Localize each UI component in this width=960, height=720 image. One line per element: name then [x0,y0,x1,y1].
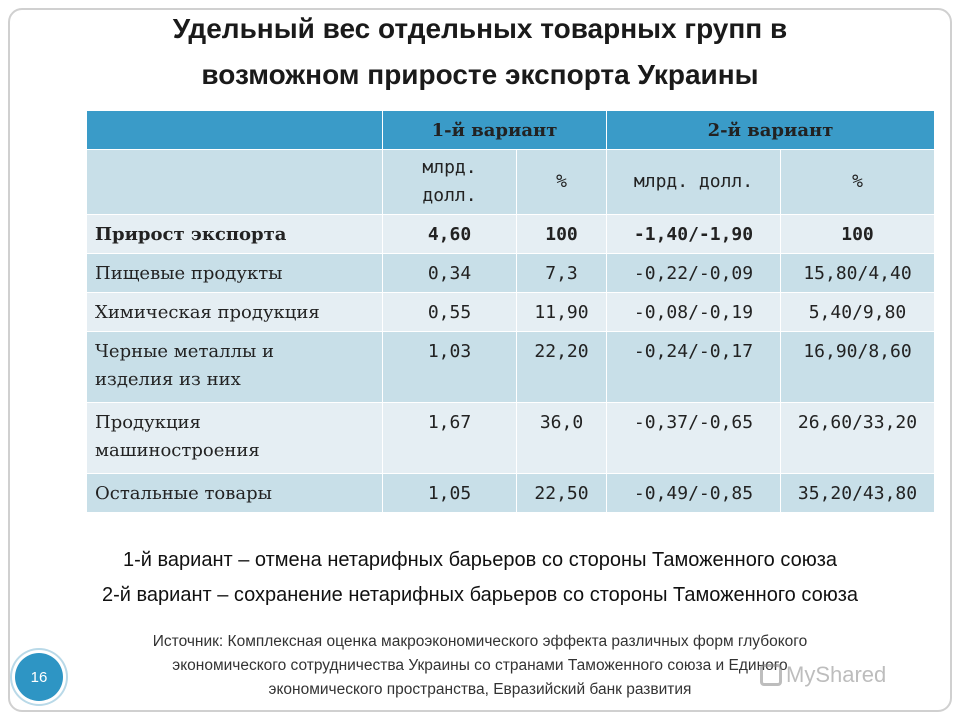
unit-v1-amount: млрд. долл. [382,149,517,215]
unit-v1-pct: % [516,149,607,215]
row-p1: 7,3 [516,253,607,293]
row-v2: -0,08/-0,19 [606,292,781,332]
row-p2: 26,60/33,20 [780,402,935,474]
row-label-line-1: Черные металлы и [95,341,275,362]
row-p1: 11,90 [516,292,607,332]
source-note: Источник: Комплексная оценка макроэконом… [70,630,890,702]
units-row: млрд. долл. % млрд. долл. % [86,149,935,215]
note-variant-2: 2-й вариант – сохранение нетарифных барь… [102,584,858,606]
header-variant-1: 1-й вариант [382,110,607,150]
row-v2: -0,37/-0,65 [606,402,781,474]
table-row: Пищевые продукты 0,34 7,3 -0,22/-0,09 15… [86,253,935,293]
header-row: 1-й вариант 2-й вариант [86,110,935,150]
row-label: Черные металлы и изделия из них [86,331,383,403]
slide-title: Удельный вес отдельных товарных групп в … [40,6,920,98]
row-v2: -0,49/-0,85 [606,473,781,513]
row-p2: 15,80/4,40 [780,253,935,293]
row-label: Продукция машиностроения [86,402,383,474]
row-p1: 36,0 [516,402,607,474]
table-row: Остальные товары 1,05 22,50 -0,49/-0,85 … [86,473,935,513]
row-p2: 5,40/9,80 [780,292,935,332]
table-row: Черные металлы и изделия из них 1,03 22,… [86,331,935,403]
row-v2: -1,40/-1,90 [606,214,781,254]
row-label-line-2: машиностроения [95,440,260,461]
unit-v1-amount-line-1: млрд. [422,157,477,178]
table-row: Химическая продукция 0,55 11,90 -0,08/-0… [86,292,935,332]
row-v1: 0,34 [382,253,517,293]
note-variant-1: 1-й вариант – отмена нетарифных барьеров… [122,549,837,571]
row-label: Остальные товары [86,473,383,513]
row-v1: 1,05 [382,473,517,513]
row-label: Пищевые продукты [86,253,383,293]
unit-v2-pct: % [780,149,935,215]
row-p2: 35,20/43,80 [780,473,935,513]
row-p1: 22,50 [516,473,607,513]
export-table: 1-й вариант 2-й вариант млрд. долл. % мл… [86,110,935,513]
unit-v2-amount: млрд. долл. [606,149,781,215]
title-line-1: Удельный вес отдельных товарных групп в [172,13,788,44]
row-p2: 100 [780,214,935,254]
row-v1: 0,55 [382,292,517,332]
row-label-line-1: Продукция [95,412,201,433]
slide-number-badge: 16 [15,653,63,701]
table-row: Прирост экспорта 4,60 100 -1,40/-1,90 10… [86,214,935,254]
row-p1: 22,20 [516,331,607,403]
unit-v1-amount-line-2: долл. [422,185,477,206]
row-label: Химическая продукция [86,292,383,332]
source-line-2: экономического сотрудничества Украины со… [172,657,788,674]
row-v1: 4,60 [382,214,517,254]
watermark-text: MyShared [786,662,887,687]
units-empty-cell [86,149,383,215]
row-p2: 16,90/8,60 [780,331,935,403]
row-v1: 1,03 [382,331,517,403]
row-label: Прирост экспорта [86,214,383,254]
row-v2: -0,24/-0,17 [606,331,781,403]
title-line-2: возможном приросте экспорта Украины [201,59,759,90]
table-row: Продукция машиностроения 1,67 36,0 -0,37… [86,402,935,474]
header-empty-cell [86,110,383,150]
source-line-1: Источник: Комплексная оценка макроэконом… [152,633,808,650]
watermark: MyShared [760,660,930,690]
row-p1: 100 [516,214,607,254]
row-v2: -0,22/-0,09 [606,253,781,293]
row-v1: 1,67 [382,402,517,474]
header-variant-2: 2-й вариант [606,110,935,150]
watermark-logo-icon [760,664,782,686]
row-label-line-2: изделия из них [95,369,241,390]
source-line-3: экономического пространства, Евразийский… [268,681,692,698]
